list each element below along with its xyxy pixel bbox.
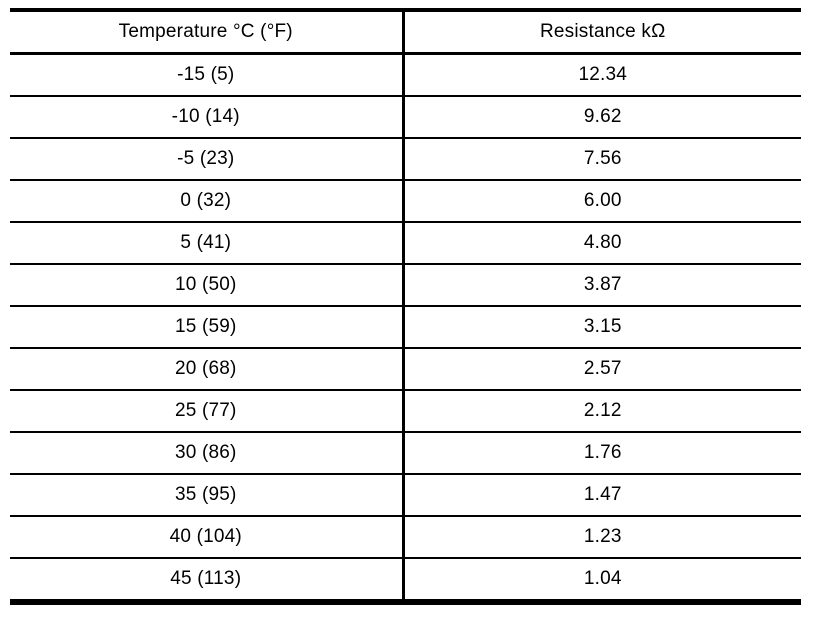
table-row: -10 (14) 9.62 (10, 96, 801, 138)
temperature-cell: 45 (113) (10, 558, 405, 602)
table-row: -15 (5) 12.34 (10, 53, 801, 96)
resistance-cell: 3.87 (583, 274, 622, 295)
temperature-cell: 25 (77) (10, 390, 405, 432)
resistance-cell: 12.34 (578, 64, 628, 85)
temperature-cell: 35 (95) (10, 474, 405, 516)
table-row: 45 (113) 1.04 (10, 558, 801, 602)
resistance-cell: 1.04 (583, 568, 622, 589)
table-row: 5 (41) 4.80 (10, 222, 801, 264)
temperature-cell: 0 (32) (10, 180, 405, 222)
resistance-cell: 9.62 (583, 106, 622, 127)
header-row: Temperature °C (°F) Resistance kΩ (10, 10, 801, 54)
resistance-cell: 6.00 (583, 190, 622, 211)
table-row: 25 (77) 2.12 (10, 390, 801, 432)
resistance-cell: 7.56 (583, 148, 622, 169)
temperature-cell: -15 (5) (10, 53, 405, 96)
table-row: 0 (32) 6.00 (10, 180, 801, 222)
temperature-column-header: Temperature °C (°F) (10, 10, 405, 54)
table-row: -5 (23) 7.56 (10, 138, 801, 180)
resistance-cell: 1.76 (583, 442, 622, 463)
temperature-resistance-table: Temperature °C (°F) Resistance kΩ -15 (5… (10, 8, 801, 605)
resistance-cell: 3.15 (583, 316, 622, 337)
resistance-cell: 1.23 (583, 526, 622, 547)
temperature-cell: 5 (41) (10, 222, 405, 264)
temperature-cell: -5 (23) (10, 138, 405, 180)
table-row: 15 (59) 3.15 (10, 306, 801, 348)
temperature-cell: 15 (59) (10, 306, 405, 348)
resistance-cell: 1.47 (583, 484, 622, 505)
resistance-column-header: Resistance kΩ (539, 21, 666, 42)
resistance-cell: 2.57 (583, 358, 622, 379)
table-row: 40 (104) 1.23 (10, 516, 801, 558)
temperature-cell: 40 (104) (10, 516, 405, 558)
table-row: 35 (95) 1.47 (10, 474, 801, 516)
temperature-cell: 10 (50) (10, 264, 405, 306)
table-row: 20 (68) 2.57 (10, 348, 801, 390)
resistance-cell: 2.12 (583, 400, 622, 421)
temperature-cell: 20 (68) (10, 348, 405, 390)
resistance-cell: 4.80 (583, 232, 622, 253)
temperature-cell: -10 (14) (10, 96, 405, 138)
temperature-cell: 30 (86) (10, 432, 405, 474)
table-row: 10 (50) 3.87 (10, 264, 801, 306)
table-row: 30 (86) 1.76 (10, 432, 801, 474)
